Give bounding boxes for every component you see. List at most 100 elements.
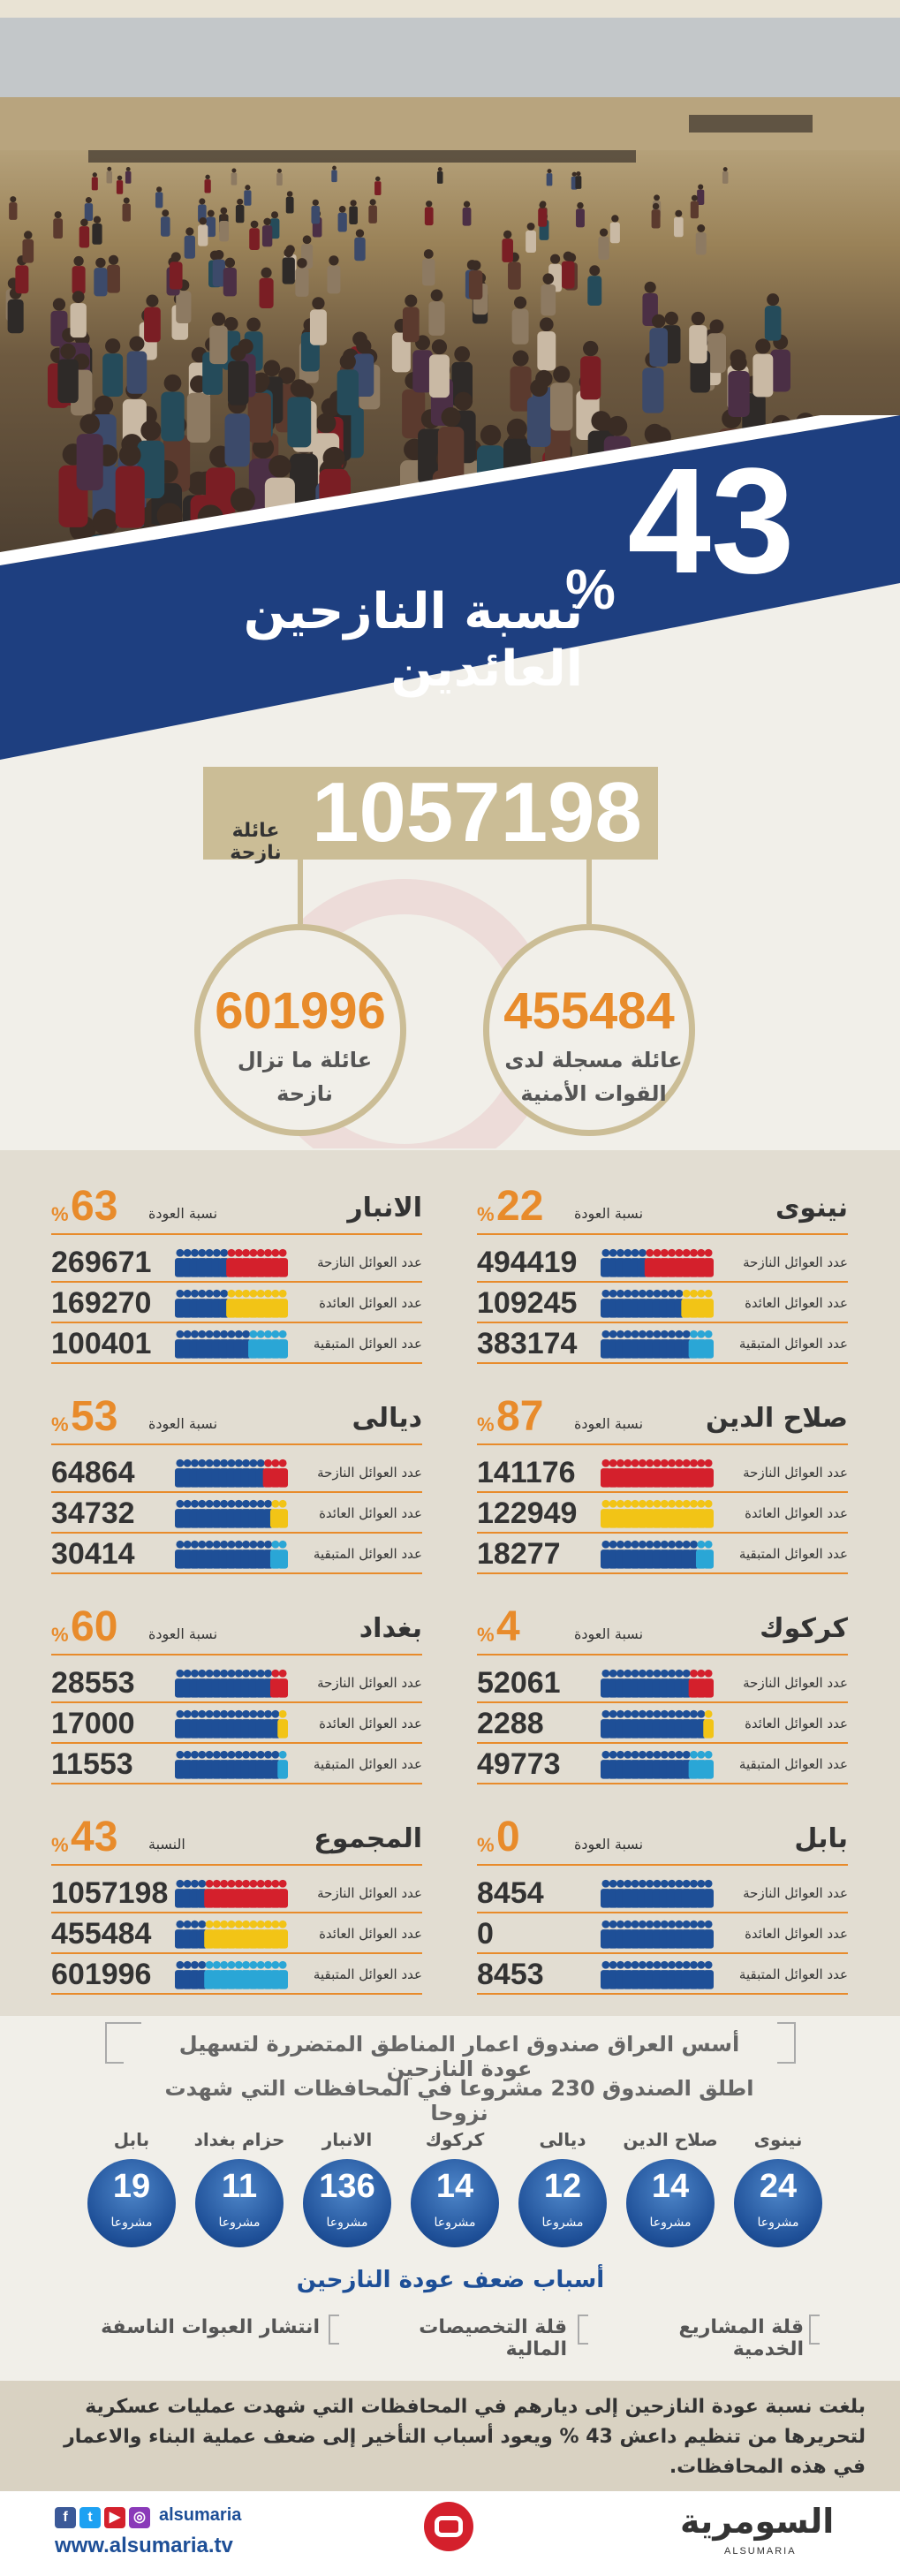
facebook-icon[interactable]: f: [55, 2507, 76, 2528]
family-count: 1057198: [51, 1876, 169, 1910]
family-count-row: 28553 عدد العوائل النازحة: [51, 1664, 422, 1703]
people-icons: [175, 1248, 288, 1277]
crowd-figure: [753, 338, 774, 398]
family-count: 169270: [51, 1286, 152, 1320]
return-rate-label: النسبة: [148, 1836, 185, 1852]
governorate-header: كركوك نسبة العودة 4%: [477, 1602, 848, 1655]
person-icon: [277, 1289, 288, 1318]
person-icon: [277, 1879, 288, 1908]
project-circle: 14 مشروعا: [626, 2159, 715, 2247]
family-count: 49773: [477, 1747, 561, 1781]
person-icon: [277, 1709, 288, 1739]
row-label: عدد العوائل النازحة: [743, 1465, 848, 1481]
person-icon: [277, 1458, 288, 1488]
crowd-figure: [541, 273, 556, 316]
family-count-row: 49773 عدد العوائل المتبقية: [477, 1746, 848, 1784]
crowd-figure: [549, 366, 573, 431]
project-unit: مشروعا: [757, 2216, 799, 2230]
row-label: عدد العوائل النازحة: [743, 1254, 848, 1270]
project-count: 136: [319, 2168, 375, 2205]
fund-description: أسس العراق صندوق اعمار المناطق المتضررة …: [178, 2032, 740, 2081]
crowd-figure: [609, 215, 620, 244]
people-icons: [601, 1458, 714, 1488]
crowd-figure: [219, 213, 230, 242]
project-governorate: ديالى: [539, 2129, 586, 2150]
crowd-figure: [261, 217, 273, 247]
crowd-figure: [368, 199, 377, 224]
crowd-figure: [462, 201, 472, 226]
crowd-figure: [598, 228, 609, 261]
person-icon: [703, 1879, 714, 1908]
row-label: عدد العوائل المتبقية: [738, 1966, 848, 1982]
person-icon: [277, 1248, 288, 1277]
project-governorate: بابل: [113, 2129, 150, 2150]
person-icon: [277, 1960, 288, 1989]
people-icons: [175, 1920, 288, 1949]
people-icons: [175, 1709, 288, 1739]
family-count: 100401: [51, 1327, 152, 1360]
still-displaced-circle: 601996 عائلة ما تزال نازحة: [194, 924, 406, 1136]
family-count-row: 100401 عدد العوائل المتبقية: [51, 1325, 422, 1364]
people-icons: [601, 1499, 714, 1528]
family-count-row: 64864 عدد العوائل النازحة: [51, 1454, 422, 1493]
crowd-figure: [337, 206, 347, 232]
title-banner: [0, 415, 900, 760]
people-icons: [175, 1540, 288, 1569]
return-rate-label: نسبة العودة: [574, 1836, 644, 1852]
percent-sign: %: [477, 1203, 495, 1225]
social-handle[interactable]: alsumaria: [159, 2505, 242, 2525]
crowd-figure: [116, 175, 124, 194]
percent-sign: %: [51, 1624, 69, 1646]
crowd-figure: [690, 194, 699, 219]
crowd-figure: [424, 201, 434, 226]
summary-box: [0, 2381, 900, 2491]
people-icons: [175, 1330, 288, 1359]
family-count-row: 141176 عدد العوائل النازحة: [477, 1454, 848, 1493]
youtube-icon[interactable]: ▶: [104, 2507, 125, 2528]
twitter-icon[interactable]: t: [79, 2507, 101, 2528]
crowd-figure: [231, 168, 238, 186]
people-icons: [601, 1879, 714, 1908]
row-label: عدد العوائل العائدة: [745, 1926, 848, 1942]
crowd-figure: [311, 199, 321, 224]
website-link[interactable]: www.alsumaria.tv: [55, 2534, 233, 2557]
row-label: عدد العوائل النازحة: [317, 1675, 422, 1691]
crowd-figure: [587, 265, 602, 307]
people-icons: [601, 1289, 714, 1318]
family-count-row: 34732 عدد العوائل العائدة: [51, 1495, 422, 1534]
project-governorate: حزام بغداد: [193, 2129, 285, 2150]
person-icon: [703, 1960, 714, 1989]
crowd-figure: [72, 255, 86, 295]
return-rate-label: نسبة العودة: [574, 1415, 644, 1432]
crowd-figure: [122, 197, 131, 222]
crowd-figure: [537, 317, 556, 371]
family-count-row: 601996 عدد العوائل المتبقية: [51, 1956, 422, 1995]
crowd-figure: [282, 247, 295, 284]
governorate-header: ديالى نسبة العودة 53%: [51, 1392, 422, 1445]
reasons-title: أسباب ضعف عودة النازحين: [296, 2267, 605, 2293]
project-governorate: نينوى: [753, 2129, 803, 2150]
crowd-figure: [287, 379, 312, 448]
row-label: عدد العوائل النازحة: [317, 1465, 422, 1481]
family-count: 0: [477, 1917, 494, 1951]
crowd-figure: [575, 170, 582, 189]
return-rate-value: 53: [71, 1393, 118, 1440]
crowd-figure: [235, 198, 245, 224]
family-count: 64864: [51, 1456, 135, 1489]
people-icons: [601, 1709, 714, 1739]
people-icons: [601, 1330, 714, 1359]
family-count-row: 122949 عدد العوائل العائدة: [477, 1495, 848, 1534]
registered-families-circle: 455484 عائلة مسجلة لدى القوات الأمنية: [483, 924, 695, 1136]
governorate-name: كركوك: [760, 1613, 848, 1644]
crowd-figure: [510, 350, 532, 412]
crowd-figure: [580, 340, 601, 400]
family-count: 18277: [477, 1537, 561, 1571]
people-icons: [601, 1960, 714, 1989]
person-icon: [703, 1330, 714, 1359]
crowd-figure: [437, 407, 465, 482]
people-icons: [175, 1499, 288, 1528]
return-rate-value: 60: [71, 1603, 118, 1650]
row-label: عدد العوائل النازحة: [743, 1675, 848, 1691]
instagram-icon[interactable]: ◎: [129, 2507, 150, 2528]
project-governorate: صلاح الدين: [623, 2129, 718, 2150]
